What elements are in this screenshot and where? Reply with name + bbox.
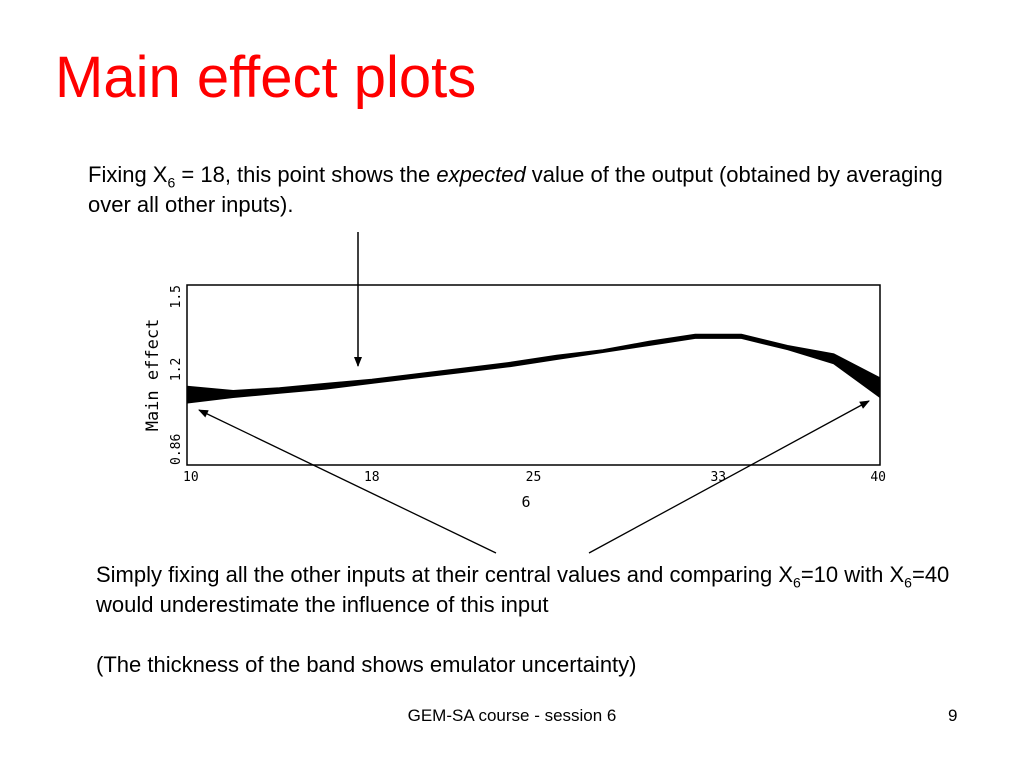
callout-top-subscript: 6 <box>167 174 176 191</box>
slide-title: Main effect plots <box>55 45 477 110</box>
callout-bottom-text-3: =40 would underestimate the influence of… <box>96 562 950 617</box>
callout-bottom: Simply fixing all the other inputs at th… <box>96 560 986 620</box>
x-tick-label: 18 <box>364 470 380 485</box>
page-number: 9 <box>948 706 958 725</box>
y-tick-label: 1.5 <box>169 285 184 308</box>
callout-bottom-text-1: Simply fixing all the other inputs at th… <box>96 562 794 587</box>
y-tick-label: 1.2 <box>169 358 184 381</box>
footer-text: GEM-SA course - session 6 <box>407 706 617 725</box>
callout-top-text-3: value of the output (obtained by averagi… <box>88 162 943 217</box>
x-tick-label: 25 <box>526 470 542 485</box>
uncertainty-band <box>186 333 881 404</box>
arrow-to-x40 <box>588 400 870 554</box>
x-axis-label: 6 <box>521 493 530 511</box>
uncertainty-note: (The thickness of the band shows emulato… <box>96 652 637 677</box>
y-axis-label: Main effect <box>143 319 163 432</box>
plot-frame <box>186 284 881 466</box>
y-tick-label: 0.86 <box>169 434 184 465</box>
x-tick-label: 40 <box>870 470 886 485</box>
callout-top: Fixing X6 = 18, this point shows the exp… <box>88 160 988 220</box>
callout-top-text-2: = 18, this point shows the <box>175 162 437 187</box>
callout-top-text-1: Fixing X <box>88 162 168 187</box>
callout-bottom-text-2: =10 with X <box>800 562 905 587</box>
x-tick-label: 10 <box>183 470 199 485</box>
callout-top-emphasis: expected <box>436 162 526 187</box>
callout-bottom-subscript-1: 6 <box>793 574 801 591</box>
arrow-to-x10 <box>198 409 497 554</box>
callout-bottom-subscript-2: 6 <box>904 574 912 591</box>
